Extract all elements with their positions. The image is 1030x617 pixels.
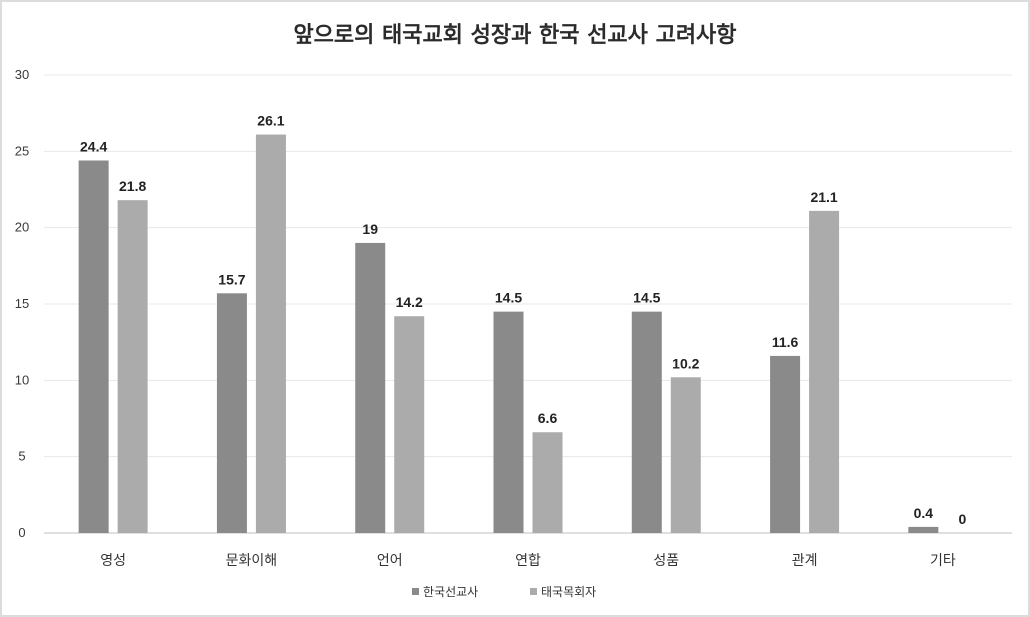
- category-label: 연합: [515, 553, 541, 569]
- legend-swatch: [530, 588, 537, 595]
- y-tick-label: 20: [15, 220, 29, 235]
- category-label: 기타: [930, 553, 956, 569]
- bar-series2: [532, 432, 563, 533]
- data-label: 15.7: [218, 271, 245, 287]
- bar-series2: [809, 210, 840, 533]
- bar-series2: [670, 377, 701, 533]
- bar-series2: [255, 134, 286, 534]
- bar-series1: [355, 242, 386, 533]
- y-tick-label: 5: [18, 449, 25, 464]
- chart-title: 앞으로의 태국교회 성장과 한국 선교사 고려사항: [293, 23, 736, 48]
- legend-label: 한국선교사: [423, 585, 478, 599]
- data-label: 14.5: [495, 290, 522, 306]
- y-tick-label: 25: [15, 143, 29, 158]
- y-tick-label: 10: [15, 372, 29, 387]
- legend-swatch: [412, 588, 419, 595]
- category-label: 언어: [377, 553, 403, 569]
- y-tick-label: 30: [15, 67, 29, 82]
- category-label: 문화이해: [226, 553, 278, 569]
- legend: 한국선교사 태국목회자: [412, 585, 596, 599]
- bar-series2: [117, 200, 148, 534]
- data-label: 24.4: [80, 138, 107, 154]
- bar-series2: [394, 316, 425, 533]
- data-label: 21.1: [810, 189, 837, 205]
- data-label: 14.2: [396, 294, 423, 310]
- category-label: 관계: [792, 553, 818, 569]
- data-label: 26.1: [257, 113, 284, 129]
- data-label: 19: [362, 221, 378, 237]
- bar-series1: [78, 160, 109, 533]
- bar-series1: [216, 293, 247, 533]
- bar-series1: [631, 311, 662, 533]
- bars: [78, 134, 939, 534]
- bar-series1: [770, 355, 801, 533]
- y-tick-label: 15: [15, 296, 29, 311]
- y-tick-label: 0: [18, 525, 25, 540]
- data-labels: 24.4 21.8 15.7 26.1 19 14.2 14.5 6.6 14.5 10.2 11.…: [80, 113, 966, 527]
- y-axis-ticks: 0 5 10 15 20 25 30: [15, 67, 29, 540]
- data-label: 0: [958, 511, 966, 527]
- data-label: 0.4: [914, 505, 934, 521]
- category-label: 영성: [100, 553, 126, 569]
- data-label: 21.8: [119, 178, 146, 194]
- data-label: 14.5: [633, 290, 660, 306]
- x-axis-categories: 영성 문화이해 언어 연합 성품 관계 기타: [100, 553, 956, 569]
- gridlines: [44, 74, 1012, 534]
- bar-series1: [908, 526, 939, 533]
- bar-series1: [493, 311, 524, 533]
- data-label: 11.6: [772, 334, 799, 350]
- data-label: 6.6: [538, 410, 558, 426]
- category-label: 성품: [653, 553, 679, 569]
- legend-label: 태국목회자: [541, 585, 596, 599]
- data-label: 10.2: [672, 355, 699, 371]
